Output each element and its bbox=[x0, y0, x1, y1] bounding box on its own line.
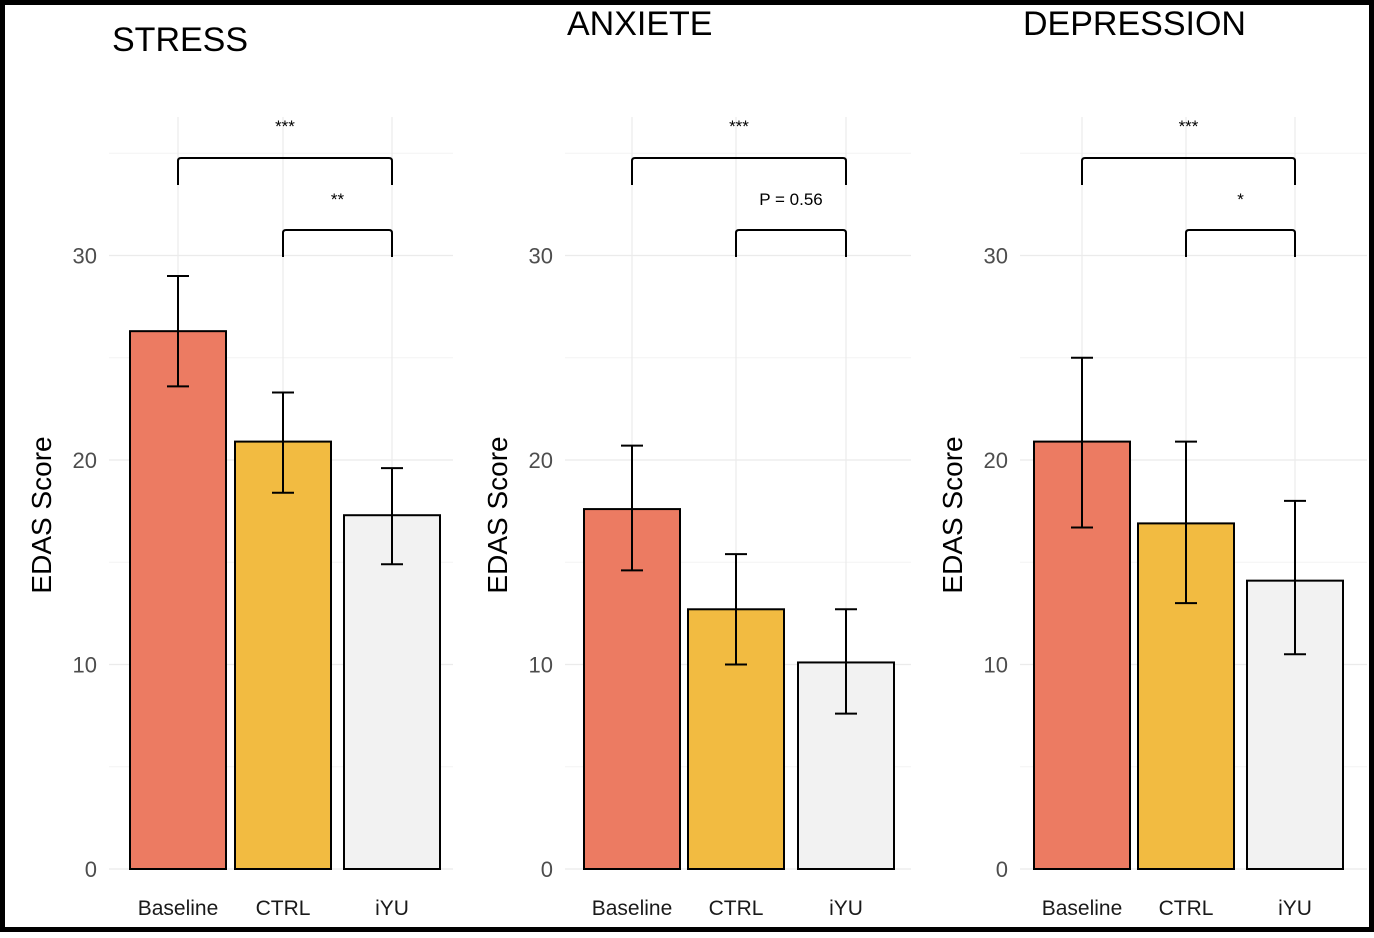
y-tick-label: 10 bbox=[529, 653, 553, 678]
significance-label: P = 0.56 bbox=[759, 190, 823, 209]
x-tick-label: Baseline bbox=[1042, 897, 1123, 920]
y-tick-label: 30 bbox=[529, 244, 553, 269]
significance-bracket bbox=[735, 229, 847, 257]
chart-panel-depression: 0 10 20 30 EDAS Score DEPRESSION Baseline CTRL i… bbox=[937, 5, 1367, 920]
y-axis-title: EDAS Score bbox=[482, 436, 513, 593]
significance-bracket bbox=[1081, 157, 1296, 185]
y-tick-label: 20 bbox=[984, 448, 1008, 473]
significance-bracket bbox=[631, 157, 847, 185]
y-tick-label: 30 bbox=[984, 244, 1008, 269]
bar-baseline bbox=[129, 330, 227, 871]
chart-panel-stress: 0 10 20 30 EDAS Score STRESS Baseline CTRL iYU **… bbox=[26, 21, 453, 920]
y-axis-title: EDAS Score bbox=[26, 436, 57, 593]
y-tick-label: 0 bbox=[541, 857, 553, 882]
chart-title: ANXIETE bbox=[567, 5, 712, 43]
bar-ctrl bbox=[234, 440, 332, 870]
significance-bracket bbox=[177, 157, 393, 185]
y-tick-label: 20 bbox=[73, 448, 97, 473]
significance-bracket bbox=[282, 229, 393, 257]
y-tick-label: 0 bbox=[996, 857, 1008, 882]
error-bar bbox=[1284, 499, 1306, 656]
y-tick-label: 10 bbox=[984, 653, 1008, 678]
x-tick-label: CTRL bbox=[1159, 897, 1214, 920]
error-bar bbox=[167, 274, 189, 388]
significance-label: ** bbox=[331, 190, 345, 209]
y-tick-label: 20 bbox=[529, 448, 553, 473]
chart-panel-anxiete: 0 10 20 30 EDAS Score ANXIETE Baseline CTRL iYU *… bbox=[482, 5, 911, 920]
significance-label: *** bbox=[275, 117, 295, 136]
x-tick-label: CTRL bbox=[256, 897, 311, 920]
significance-label: *** bbox=[729, 117, 749, 136]
error-bar bbox=[1071, 356, 1093, 529]
significance-bracket bbox=[1185, 229, 1296, 257]
x-tick-label: iYU bbox=[375, 897, 409, 920]
chart-title: DEPRESSION bbox=[1023, 5, 1246, 43]
y-tick-label: 0 bbox=[85, 857, 97, 882]
chart-title: STRESS bbox=[112, 21, 248, 59]
x-tick-label: CTRL bbox=[709, 897, 764, 920]
error-bar bbox=[621, 444, 643, 572]
x-tick-label: Baseline bbox=[592, 897, 673, 920]
error-bar bbox=[272, 391, 294, 494]
significance-label: *** bbox=[1179, 117, 1199, 136]
error-bar bbox=[725, 553, 747, 666]
significance-label: * bbox=[1237, 190, 1244, 209]
error-bar bbox=[1175, 440, 1197, 605]
y-axis-title: EDAS Score bbox=[937, 436, 968, 593]
bar-iyu bbox=[343, 514, 441, 870]
y-tick-label: 10 bbox=[73, 653, 97, 678]
error-bar bbox=[381, 467, 403, 566]
x-tick-label: Baseline bbox=[138, 897, 219, 920]
y-tick-label: 30 bbox=[73, 244, 97, 269]
error-bar bbox=[835, 608, 857, 715]
x-tick-label: iYU bbox=[829, 897, 863, 920]
x-tick-label: iYU bbox=[1278, 897, 1312, 920]
